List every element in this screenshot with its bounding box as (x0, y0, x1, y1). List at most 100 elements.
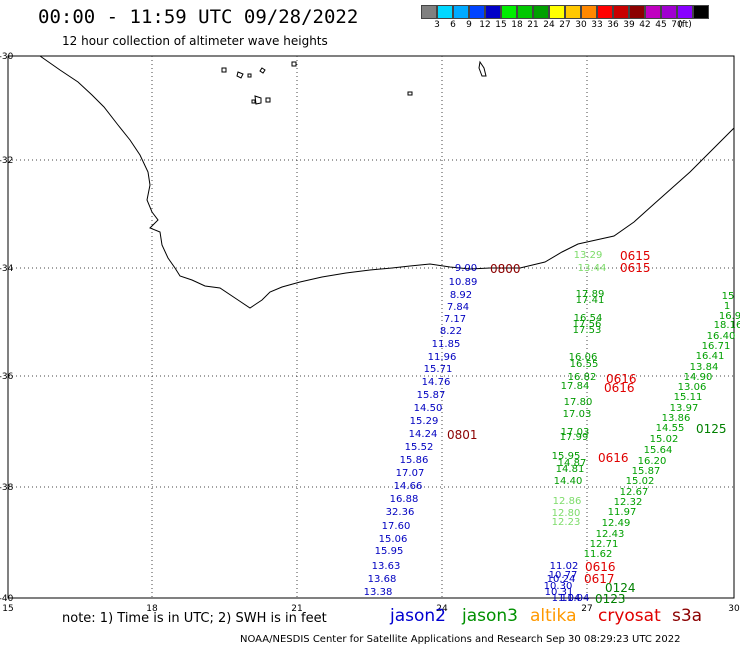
wave-height-label: 13.38 (364, 587, 393, 598)
pass-time-label: 0615 (620, 249, 651, 263)
wave-height-label: 12.32 (614, 497, 643, 508)
pass-time-label: 0125 (696, 422, 727, 436)
axis-ticks: 15 18 21 24 27 30 -30 -32 -34 -36 -38 -40 (0, 52, 740, 614)
footnote: note: 1) Time is in UTC; 2) SWH is in fe… (62, 611, 327, 626)
wave-height-label: 14.90 (684, 372, 713, 383)
wave-height-label: 13.86 (662, 413, 691, 424)
wave-height-label: 7.84 (447, 302, 469, 313)
wave-height-label: 15.64 (644, 445, 673, 456)
y-tick-label: -40 (0, 594, 14, 604)
wave-height-label: 12.49 (602, 518, 631, 529)
page-title: 00:00 - 11:59 UTC 09/28/2022 (38, 6, 359, 28)
wave-height-label: 11.04 (561, 593, 590, 604)
wave-height-label: 14.87 (558, 458, 587, 469)
wave-height-label: 13.63 (372, 561, 401, 572)
pass-time-label: 0615 (620, 261, 651, 275)
wave-height-label: 11.96 (428, 352, 457, 363)
wave-height-label: 15.11 (674, 392, 703, 403)
wave-height-label: 11.02 (550, 561, 579, 572)
wave-height-label: 1 (724, 301, 730, 312)
pass-time-labels: 0800061506150616061608010616012506160617… (447, 249, 727, 606)
wave-height-label: 12.23 (552, 517, 581, 528)
wave-height-label: 14.81 (556, 464, 585, 475)
y-tick-label: -36 (0, 372, 14, 382)
legend-item-jason2: jason2 (390, 606, 446, 626)
wave-height-label: 12.43 (596, 529, 625, 540)
scale-label: 36 (607, 20, 619, 30)
map-frame (7, 55, 735, 599)
wave-height-label: 10.77 (549, 570, 578, 581)
scale-unit: (ft) (678, 20, 692, 30)
wave-height-label: 16.20 (638, 456, 667, 467)
scale-label: 30 (575, 20, 587, 30)
scale-swatch (597, 5, 613, 19)
wave-height-label: 10.30 (544, 581, 573, 592)
scale-label: 45 (655, 20, 667, 30)
pass-time-label: 0801 (447, 428, 478, 442)
y-tick-label: -30 (0, 52, 14, 62)
wave-height-label: 17.99 (560, 432, 589, 443)
wave-height-label: 7.17 (444, 314, 466, 325)
wave-height-label: 16.88 (390, 494, 419, 505)
wave-height-color-scale: 3 6 9 12 15 18 21 24 27 30 33 36 39 42 45 70 (ft) (421, 5, 709, 33)
scale-swatch (677, 5, 693, 19)
pass-time-label: 0617 (584, 572, 615, 586)
scale-swatch (645, 5, 661, 19)
pass-time-label: 0616 (604, 381, 635, 395)
wave-height-label: 12.71 (590, 539, 619, 550)
legend-item-s3a: s3a (672, 606, 703, 626)
scale-swatch (453, 5, 469, 19)
wave-height-label: 16.54 (574, 313, 603, 324)
coastline-southern-africa (39, 55, 735, 309)
scale-label: 6 (450, 20, 456, 30)
scale-label: 18 (511, 20, 523, 30)
scale-swatch (581, 5, 597, 19)
scale-swatch (437, 5, 453, 19)
wave-height-label: 10.89 (449, 277, 478, 288)
x-tick-label: 18 (146, 604, 158, 614)
scale-label: 3 (434, 20, 440, 30)
wave-height-label: 16.55 (570, 359, 599, 370)
wave-height-label: 14.66 (394, 481, 423, 492)
legend-item-jason3: jason3 (462, 606, 518, 626)
wave-height-label: 13.97 (670, 403, 699, 414)
wave-height-label: 11.97 (608, 507, 637, 518)
wave-height-label: 8.22 (440, 326, 462, 337)
scale-swatch (693, 5, 709, 19)
wave-height-label: 15.02 (626, 476, 655, 487)
pass-time-label: 0124 (605, 581, 636, 595)
wave-height-label: 17.03 (561, 427, 590, 438)
wave-height-label: 14.50 (414, 403, 443, 414)
wave-height-label: 15.52 (405, 442, 434, 453)
scale-label: 70 (671, 20, 683, 30)
wave-height-label: 8.92 (450, 290, 472, 301)
wave-height-label: 16.41 (696, 351, 725, 362)
scale-swatch (613, 5, 629, 19)
wave-height-label: 13.06 (678, 382, 707, 393)
wave-height-label: 15.86 (400, 455, 429, 466)
page-subtitle: 12 hour collection of altimeter wave hei… (62, 34, 328, 48)
wave-height-label: 17.41 (576, 295, 605, 306)
credit-line: NOAA/NESDIS Center for Satellite Applica… (240, 634, 681, 645)
legend-item-altika: altika (530, 606, 577, 626)
wave-height-label: 9.00 (455, 263, 477, 274)
wave-height-label: 13.68 (368, 574, 397, 585)
wave-height-label: 14.40 (554, 476, 583, 487)
wave-height-label: 13.29 (574, 250, 603, 261)
wave-height-label: 15.29 (410, 416, 439, 427)
scale-swatch (469, 5, 485, 19)
wave-height-label: 15.06 (379, 534, 408, 545)
wave-height-label: 12.86 (553, 496, 582, 507)
graticule (8, 56, 734, 598)
wave-height-label: 12.80 (552, 508, 581, 519)
wave-height-label: 18.16 (714, 320, 740, 331)
legend-item-cryosat: cryosat (598, 606, 661, 626)
x-tick-label: 24 (436, 604, 448, 614)
wave-height-label: 15.87 (417, 390, 446, 401)
wave-height-label: 16.82 (568, 372, 597, 383)
scale-swatch (533, 5, 549, 19)
scale-label: 12 (479, 20, 491, 30)
wave-height-label: 15.87 (632, 466, 661, 477)
